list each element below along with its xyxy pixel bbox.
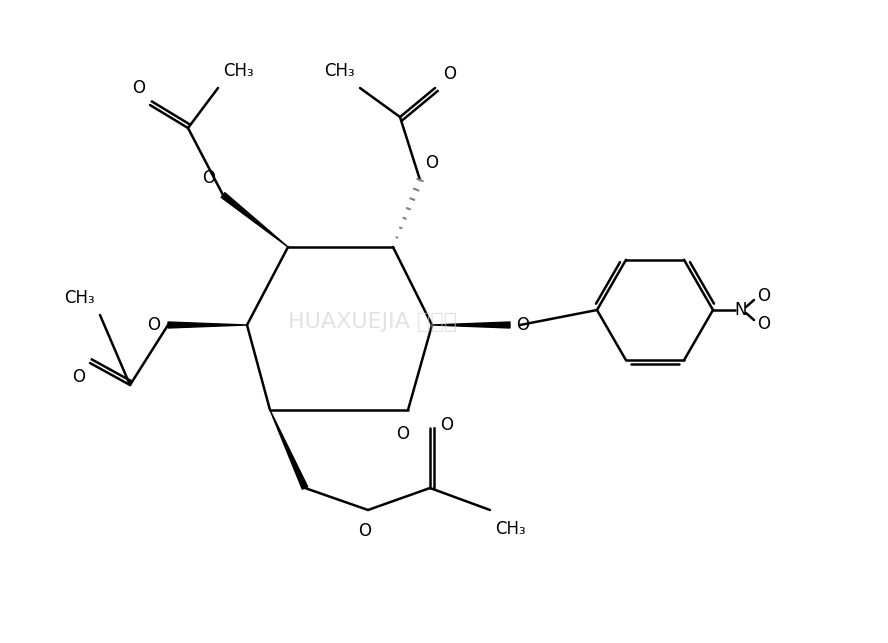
Polygon shape xyxy=(221,193,288,247)
Polygon shape xyxy=(270,410,308,489)
Text: O: O xyxy=(202,169,215,187)
Text: O: O xyxy=(443,65,456,83)
Text: N: N xyxy=(734,301,747,319)
Text: CH₃: CH₃ xyxy=(324,62,355,80)
Text: CH₃: CH₃ xyxy=(64,289,95,307)
Text: CH₃: CH₃ xyxy=(495,520,526,538)
Text: O: O xyxy=(147,316,160,334)
Text: O: O xyxy=(757,315,770,333)
Text: O: O xyxy=(440,416,453,434)
Text: CH₃: CH₃ xyxy=(223,62,254,80)
Text: O: O xyxy=(516,316,529,334)
Text: HUAXUEJIA 化学加: HUAXUEJIA 化学加 xyxy=(289,311,457,332)
Text: O: O xyxy=(757,287,770,305)
Text: O: O xyxy=(132,79,145,97)
Text: O: O xyxy=(425,154,438,172)
Polygon shape xyxy=(168,322,247,328)
Polygon shape xyxy=(432,322,510,328)
Text: O: O xyxy=(359,522,371,540)
Text: O: O xyxy=(72,368,85,386)
Text: O: O xyxy=(397,425,409,443)
